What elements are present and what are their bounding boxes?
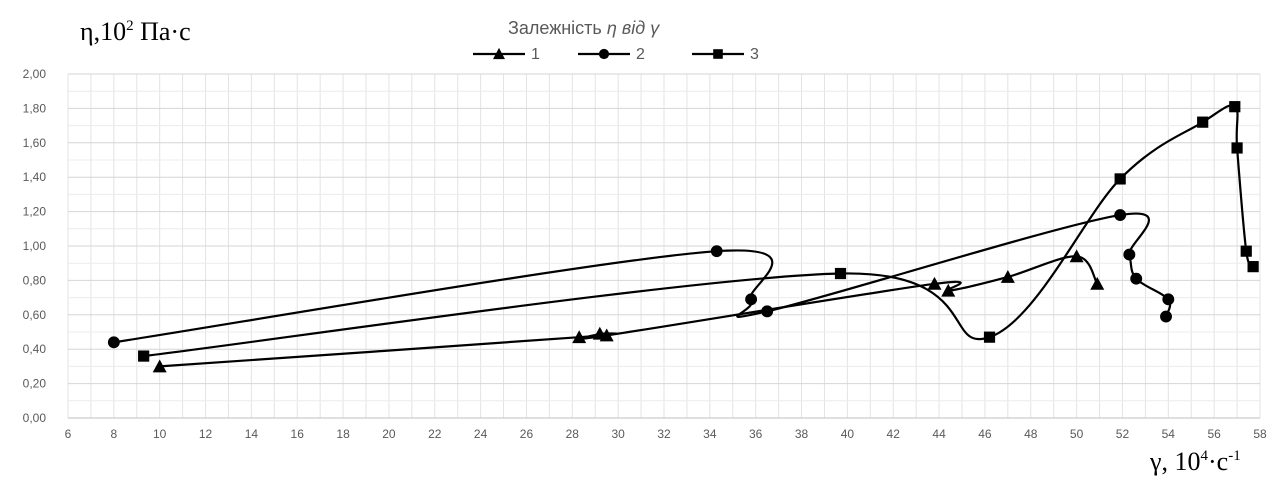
- x-tick-label: 50: [1070, 427, 1084, 441]
- y-tick-label: 0,20: [23, 377, 47, 391]
- x-tick-label: 22: [428, 427, 442, 441]
- chart-title: Залежність η від γ: [508, 18, 660, 38]
- x-tick-label: 16: [291, 427, 305, 441]
- series-1: [152, 249, 1105, 373]
- legend: 1 2 3: [473, 46, 759, 63]
- series-2-point: [745, 293, 758, 306]
- series-2-point: [761, 305, 774, 318]
- y-tick-label: 0,00: [23, 411, 47, 425]
- y-tick-labels: 0,00 0,20 0,40 0,60 0,80 1,00 1,20 1,40 1,60 1,80…: [23, 67, 47, 425]
- series-1-point: [599, 328, 614, 342]
- legend-marker: [598, 48, 610, 60]
- series-3-line: [143, 104, 1255, 358]
- x-axis-label: γ, 104·с-1: [1149, 447, 1241, 476]
- series-3-point: [1114, 173, 1126, 185]
- x-tick-label: 36: [749, 427, 763, 441]
- x-tick-label: 6: [65, 427, 72, 441]
- series-3-point: [1229, 101, 1241, 113]
- legend-marker: [713, 49, 723, 59]
- x-tick-labels: 6 8 10 12 14 16 18 20 22 24 26 28 30 32 34 36 38 40 42 44 46…: [65, 427, 1267, 441]
- series-3-point: [983, 331, 996, 343]
- series-1-point: [1000, 270, 1015, 283]
- grid: [67, 73, 1261, 419]
- series-3-point: [834, 267, 847, 280]
- x-tick-label: 42: [887, 427, 901, 441]
- series-3-point: [1197, 116, 1209, 128]
- x-tick-label: 18: [336, 427, 350, 441]
- x-tick-label: 54: [1162, 427, 1176, 441]
- series-2-point: [1130, 272, 1143, 285]
- series-2-point: [107, 336, 120, 349]
- x-tick-label: 10: [153, 427, 167, 441]
- x-tick-label: 48: [1024, 427, 1038, 441]
- legend-item-1: 1: [473, 46, 540, 63]
- x-tick-label: 56: [1207, 427, 1221, 441]
- series-1-point: [1069, 249, 1084, 263]
- series-2-point: [1114, 209, 1127, 221]
- series-2-point: [1162, 293, 1175, 306]
- x-tick-label: 32: [657, 427, 671, 441]
- series-2-point: [1160, 310, 1172, 323]
- x-tick-label: 30: [611, 427, 625, 441]
- series-3-point: [138, 350, 150, 362]
- series-1-point: [941, 283, 956, 297]
- x-tick-label: 34: [703, 427, 717, 441]
- legend-label: 3: [750, 46, 759, 63]
- series-3-point: [1247, 261, 1259, 273]
- y-axis-label: η,102 Па·с: [80, 17, 191, 46]
- x-tick-label: 8: [111, 427, 118, 441]
- legend-item-2: 2: [578, 46, 645, 63]
- series-3-point: [1240, 245, 1252, 257]
- x-tick-label: 12: [199, 427, 213, 441]
- y-tick-label: 1,20: [23, 205, 47, 219]
- series-1-point: [572, 330, 587, 344]
- series-1-point: [152, 359, 167, 373]
- series-3-point: [1231, 142, 1243, 154]
- y-tick-label: 1,60: [23, 136, 47, 150]
- series-1-point: [927, 276, 942, 290]
- y-tick-label: 1,00: [23, 239, 47, 253]
- y-tick-label: 1,80: [23, 101, 47, 115]
- x-tick-label: 20: [382, 427, 396, 441]
- series-2: [107, 209, 1175, 349]
- series-2-point: [710, 245, 723, 258]
- x-tick-label: 58: [1253, 427, 1267, 441]
- legend-marker: [493, 47, 505, 60]
- series-2-point: [1123, 248, 1136, 261]
- x-tick-label: 28: [566, 427, 580, 441]
- x-tick-label: 40: [841, 427, 855, 441]
- y-tick-label: 0,40: [23, 342, 47, 356]
- x-tick-label: 52: [1116, 427, 1130, 441]
- series-3: [138, 101, 1259, 362]
- y-tick-label: 1,40: [23, 170, 47, 184]
- legend-item-3: 3: [692, 46, 759, 63]
- legend-label: 2: [636, 46, 645, 63]
- x-tick-label: 38: [795, 427, 809, 441]
- series-1-point: [1090, 276, 1105, 290]
- x-tick-label: 44: [932, 427, 946, 441]
- x-tick-label: 46: [978, 427, 992, 441]
- series-group: [107, 101, 1259, 373]
- y-tick-label: 0,80: [23, 273, 47, 287]
- series-1-line: [159, 255, 1099, 368]
- x-tick-label: 26: [520, 427, 534, 441]
- x-tick-label: 24: [474, 427, 488, 441]
- x-tick-label: 14: [245, 427, 259, 441]
- y-tick-label: 0,60: [23, 308, 47, 322]
- legend-label: 1: [531, 46, 540, 63]
- y-tick-label: 2,00: [23, 67, 47, 81]
